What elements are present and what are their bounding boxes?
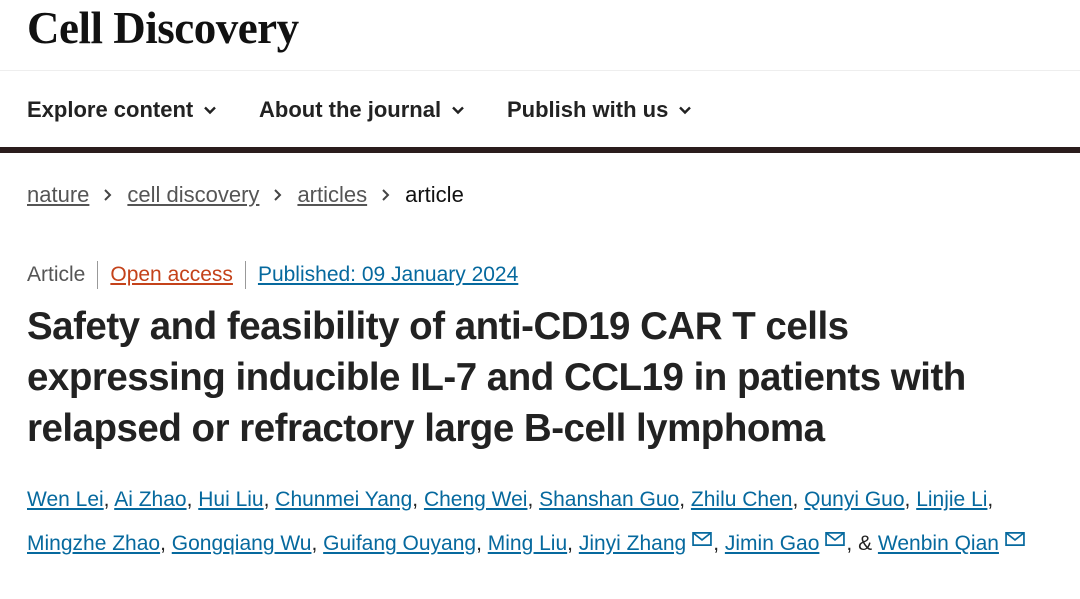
author-link[interactable]: Zhilu Chen xyxy=(690,488,793,511)
breadcrumb-current: article xyxy=(405,182,464,207)
nav-about-journal[interactable]: About the journal xyxy=(259,97,465,123)
published-date-link[interactable]: Published: 09 January 2024 xyxy=(257,263,519,286)
author-link[interactable]: Mingzhe Zhao xyxy=(27,532,161,555)
author-link[interactable]: Wenbin Qian xyxy=(877,532,999,555)
open-access-link[interactable]: Open access xyxy=(110,263,233,286)
author-list: Wen Lei, Ai Zhao, Hui Liu, Chunmei Yang,… xyxy=(27,478,1067,566)
author-link[interactable]: Qunyi Guo xyxy=(804,488,905,511)
journal-logo[interactable]: Cell Discovery xyxy=(27,3,299,53)
chevron-right-icon xyxy=(104,189,112,201)
author-link[interactable]: Gongqiang Wu xyxy=(171,532,312,555)
nav-item-label: Explore content xyxy=(27,97,194,122)
main-nav: Explore content About the journal Publis… xyxy=(0,71,1080,153)
author-link[interactable]: Hui Liu xyxy=(198,488,264,511)
mail-icon[interactable] xyxy=(1004,531,1026,547)
site-header: Cell Discovery xyxy=(0,0,1080,71)
divider xyxy=(244,261,246,289)
mail-icon[interactable] xyxy=(691,531,713,547)
mail-icon[interactable] xyxy=(824,531,846,547)
author-link[interactable]: Shanshan Guo xyxy=(539,488,680,511)
article-title: Safety and feasibility of anti-CD19 CAR … xyxy=(27,305,966,450)
author-link[interactable]: Wen Lei xyxy=(27,488,104,511)
article-type: Article xyxy=(27,263,86,286)
author-link[interactable]: Guifang Ouyang xyxy=(323,532,477,555)
author-link[interactable]: Ai Zhao xyxy=(114,488,187,511)
chevron-down-icon xyxy=(679,106,692,115)
breadcrumb-nature[interactable]: nature xyxy=(27,182,90,207)
chevron-down-icon xyxy=(204,106,217,115)
author-link[interactable]: Ming Liu xyxy=(487,532,568,555)
breadcrumb: nature cell discovery articles article xyxy=(27,182,464,208)
chevron-right-icon xyxy=(274,189,282,201)
author-link[interactable]: Jinyi Zhang xyxy=(578,532,687,555)
nav-publish-with-us[interactable]: Publish with us xyxy=(507,97,692,123)
author-link[interactable]: Linjie Li xyxy=(916,488,988,511)
nav-item-label: Publish with us xyxy=(507,97,669,122)
author-link[interactable]: Cheng Wei xyxy=(423,488,528,511)
nav-explore-content[interactable]: Explore content xyxy=(27,97,217,123)
chevron-right-icon xyxy=(382,189,390,201)
author-link[interactable]: Jimin Gao xyxy=(724,532,820,555)
article-meta: Article Open access Published: 09 Januar… xyxy=(27,261,518,289)
author-link[interactable]: Chunmei Yang xyxy=(275,488,413,511)
nav-item-label: About the journal xyxy=(259,97,442,122)
chevron-down-icon xyxy=(452,106,464,115)
divider xyxy=(97,261,99,289)
breadcrumb-cell-discovery[interactable]: cell discovery xyxy=(127,182,260,207)
breadcrumb-articles[interactable]: articles xyxy=(297,182,368,207)
